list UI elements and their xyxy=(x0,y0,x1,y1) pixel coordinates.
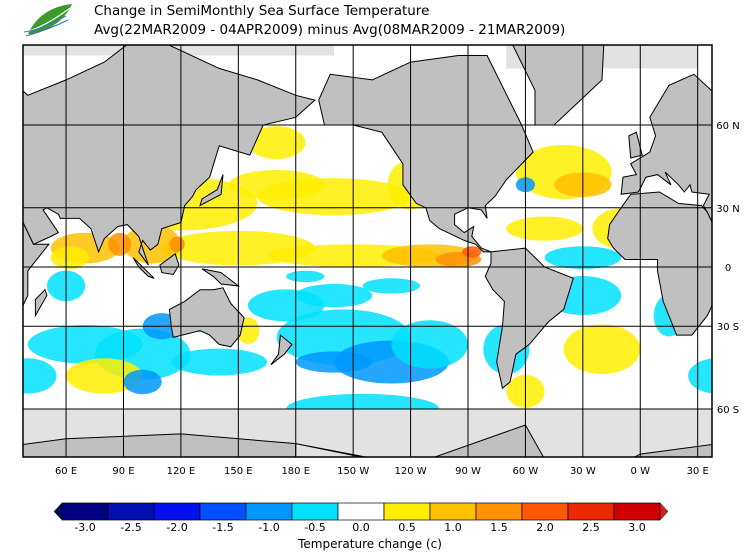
longitude-label: 30 W xyxy=(570,466,596,477)
longitude-label: 150 E xyxy=(224,466,253,477)
land-eurasia xyxy=(23,45,316,266)
anomaly-patch xyxy=(295,351,373,373)
longitude-label: 90 W xyxy=(455,466,481,477)
colorbar-swatch xyxy=(475,502,523,521)
latitude-label: 30 N xyxy=(716,204,739,215)
colorbar-swatch xyxy=(291,502,339,521)
colorbar-tick-label: 2.0 xyxy=(536,521,554,534)
sst-anomaly-map: 60 E 90 E 120 E 150 E 180 E 150 W 120 W 90 W 60 … xyxy=(22,44,755,477)
colorbar-swatch xyxy=(199,502,247,521)
anomaly-patch xyxy=(247,126,306,160)
colorbar-tick-label: 0.0 xyxy=(352,521,370,534)
land-greenland xyxy=(512,45,605,126)
colorbar-swatch xyxy=(521,502,569,521)
anomaly-patch xyxy=(563,324,641,375)
longitude-label: 30 E xyxy=(687,466,709,477)
latitude-label: 60 S xyxy=(717,405,739,416)
logo xyxy=(22,2,78,44)
colorbar-swatch xyxy=(613,502,661,521)
longitude-label: 120 W xyxy=(395,466,427,477)
anomaly-patch xyxy=(462,246,482,258)
colorbar-under-arrow xyxy=(53,502,63,521)
graticule xyxy=(23,45,712,457)
land-sumatra xyxy=(132,257,155,279)
colorbar-tick-label: -3.0 xyxy=(74,521,95,534)
longitude-label: 120 E xyxy=(167,466,196,477)
longitude-label: 0 W xyxy=(631,466,651,477)
colorbar-swatch xyxy=(61,502,109,521)
map-frame xyxy=(22,44,713,458)
colorbar-swatch xyxy=(153,502,201,521)
land-eurasia xyxy=(620,73,712,224)
anomaly-patch xyxy=(391,320,469,369)
anomaly-patch xyxy=(169,236,185,252)
map-title: Change in SemiMonthly Sea Surface Temper… xyxy=(94,3,430,19)
colorbar-tick-label: 1.5 xyxy=(490,521,508,534)
latitude-label: 0 xyxy=(725,263,731,274)
anomaly-patch xyxy=(362,278,421,294)
anomaly-patch xyxy=(108,232,132,256)
anomaly-patch xyxy=(506,216,583,241)
longitude-label: 60 E xyxy=(55,466,77,477)
colorbar-tick-label: 3.0 xyxy=(628,521,646,534)
longitude-label: 90 E xyxy=(112,466,134,477)
colorbar-tick-label: -2.0 xyxy=(166,521,187,534)
longitude-label: 180 E xyxy=(281,466,310,477)
colorbar-tick-label: -0.5 xyxy=(304,521,325,534)
longitude-label: 150 W xyxy=(337,466,369,477)
land-antarctica xyxy=(23,433,297,457)
colorbar-tick-label: -1.0 xyxy=(258,521,279,534)
land-africa xyxy=(23,221,50,307)
colorbar-tick-label: 1.0 xyxy=(444,521,462,534)
anomaly-patch xyxy=(295,283,373,308)
longitude-labels: 60 E 90 E 120 E 150 E 180 E 150 W 120 W 90 W 60 … xyxy=(55,466,709,477)
land-new-zealand xyxy=(270,334,293,366)
land-new-guinea xyxy=(201,268,241,287)
colorbar-label: Temperature change (c) xyxy=(297,537,442,551)
latitude-label: 60 N xyxy=(716,121,739,132)
latitude-labels: 60 N 30 N 0 30 S 60 S xyxy=(716,121,739,416)
anomaly-patch xyxy=(736,271,755,302)
colorbar-tick-label: -2.5 xyxy=(120,521,141,534)
anomaly-patch xyxy=(50,246,90,269)
land-japan xyxy=(199,174,224,207)
anomaly-patch xyxy=(740,246,755,269)
colorbar-tick-label: 2.5 xyxy=(582,521,600,534)
colorbar-swatch xyxy=(383,502,431,521)
land-madagascar xyxy=(34,288,48,318)
colorbar-swatch xyxy=(567,502,615,521)
colorbar-tick-label: 0.5 xyxy=(398,521,416,534)
anomaly-patch xyxy=(286,270,325,283)
land-madagascar xyxy=(725,290,737,316)
anomaly-patch xyxy=(688,358,712,394)
anomaly-patch xyxy=(228,169,325,200)
land-borneo xyxy=(159,252,180,276)
anomaly-patch xyxy=(740,233,755,264)
colorbar-swatch xyxy=(337,502,385,521)
anomaly-patch xyxy=(171,348,268,376)
latitude-label: 30 S xyxy=(717,322,739,333)
colorbar-swatch xyxy=(107,502,155,521)
land-britain xyxy=(628,131,643,159)
land-north-america xyxy=(318,55,534,253)
colorbar-swatch xyxy=(429,502,477,521)
map-subtitle: Avg(22MAR2009 - 04APR2009) minus Avg(08M… xyxy=(94,22,566,38)
land-south-america xyxy=(484,247,574,390)
anomaly-patch xyxy=(23,358,57,394)
colorbar-over-arrow xyxy=(659,502,669,521)
longitude-label: 60 W xyxy=(513,466,539,477)
colorbar-tick-label: -1.5 xyxy=(212,521,233,534)
anomaly-patch xyxy=(123,369,162,395)
land-australia xyxy=(168,287,245,348)
colorbar: -3.0 -2.5 -2.0 -1.5 -1.0 -0.5 0.0 0.5 1.0 1.5 2.0 2… xyxy=(53,502,669,551)
colorbar-swatch xyxy=(245,502,293,521)
